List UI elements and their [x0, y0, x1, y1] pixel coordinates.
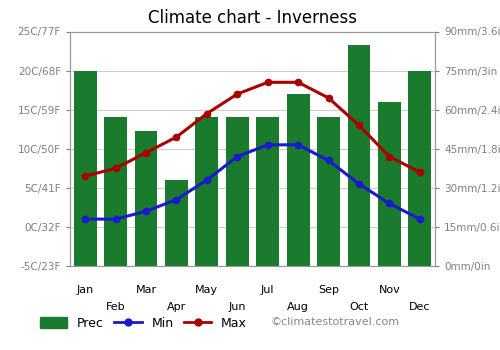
Text: Nov: Nov	[378, 286, 400, 295]
Bar	[134, 131, 158, 266]
Text: ©climatestotravel.com: ©climatestotravel.com	[271, 317, 400, 327]
Text: Jan: Jan	[76, 286, 94, 295]
Bar	[226, 118, 248, 266]
Text: Jul: Jul	[261, 286, 274, 295]
Text: Sep: Sep	[318, 286, 339, 295]
Bar	[317, 118, 340, 266]
Text: Aug: Aug	[287, 302, 309, 312]
Text: Feb: Feb	[106, 302, 126, 312]
Bar	[74, 71, 96, 266]
Bar	[286, 94, 310, 266]
Bar	[165, 180, 188, 266]
Legend: Prec, Min, Max: Prec, Min, Max	[40, 317, 247, 330]
Text: Oct: Oct	[350, 302, 368, 312]
Title: Climate chart - Inverness: Climate chart - Inverness	[148, 9, 357, 27]
Text: Jun: Jun	[228, 302, 246, 312]
Text: Dec: Dec	[409, 302, 430, 312]
Bar	[104, 118, 127, 266]
Text: May: May	[196, 286, 218, 295]
Bar	[408, 71, 431, 266]
Text: Apr: Apr	[167, 302, 186, 312]
Bar	[348, 44, 370, 266]
Bar	[196, 118, 218, 266]
Bar	[256, 118, 279, 266]
Bar	[378, 102, 401, 266]
Text: Mar: Mar	[136, 286, 156, 295]
